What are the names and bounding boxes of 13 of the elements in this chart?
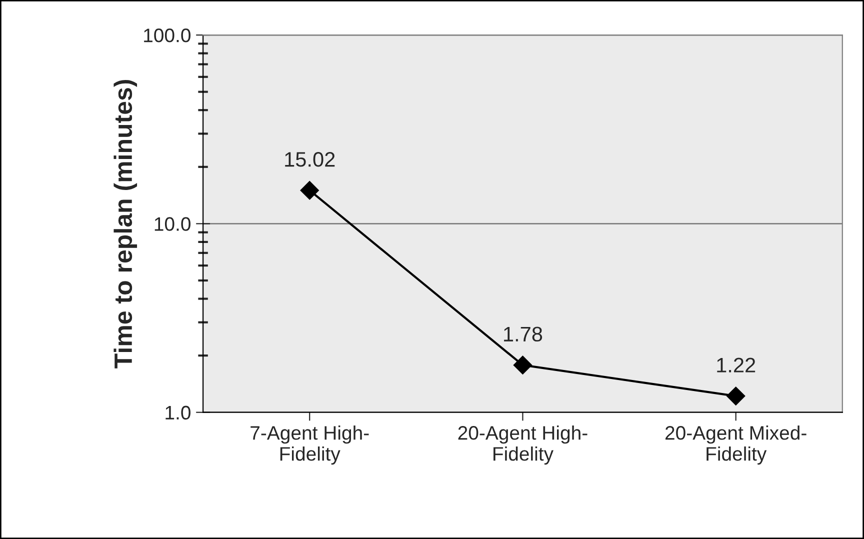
y-tick-label: 10.0 <box>154 217 190 231</box>
point <box>513 356 532 374</box>
point <box>300 180 319 200</box>
data-label: 15.02 <box>285 152 335 167</box>
point <box>726 386 746 406</box>
y-axis-title: Time to replan (minutes) <box>114 80 138 368</box>
data-label: 1.22 <box>717 358 756 372</box>
y-tick-label: 1.0 <box>166 406 190 420</box>
x-tick-label: 20-Agent Mixed- Fidelity <box>665 426 806 465</box>
x-tick-label: 20-Agent High- Fidelity <box>458 426 588 465</box>
x-tick-label: 7-Agent High- Fidelity <box>250 426 369 465</box>
y-tick-label: 100.0 <box>144 28 190 42</box>
data-label: 1.78 <box>504 326 542 342</box>
